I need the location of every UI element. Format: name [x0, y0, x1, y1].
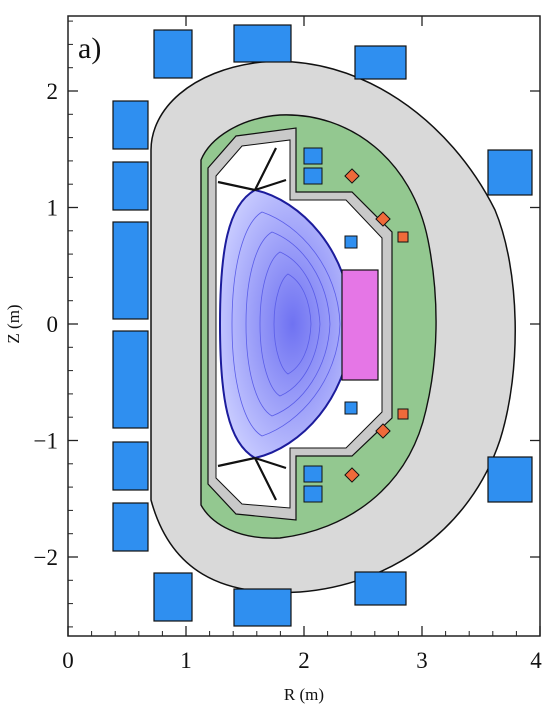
x-tick-label: 4	[530, 648, 542, 673]
x-tick-label: 0	[62, 648, 74, 673]
pf-coils	[153, 24, 533, 627]
pf-coil	[233, 588, 292, 627]
x-axis-label: R (m)	[284, 685, 324, 704]
cs-module	[112, 161, 149, 211]
cs-module	[112, 100, 149, 150]
y-axis-minor-ticks	[68, 20, 73, 628]
y-tick-label: −1	[34, 429, 58, 454]
y-axis-label: Z (m)	[4, 304, 23, 343]
divertor-coils-lower	[303, 465, 323, 503]
lower-divertor-legs	[217, 456, 287, 501]
in-vessel-coils	[344, 168, 409, 483]
cs-module	[112, 330, 149, 429]
y-tick-label: −2	[34, 545, 58, 570]
plasma	[217, 147, 354, 501]
divertor-coil	[303, 485, 323, 503]
control-coil-lower	[344, 401, 358, 415]
divertor-coil	[303, 167, 323, 185]
pf-coil	[153, 29, 193, 79]
in-vessel-coil	[397, 408, 409, 420]
in-vessel-coil	[344, 168, 360, 184]
rf-antenna	[341, 269, 379, 381]
y-axis-ticks	[68, 90, 540, 558]
pf-coil	[487, 456, 533, 503]
x-tick-label: 1	[180, 648, 192, 673]
x-axis-ticks	[67, 16, 541, 636]
divertor-coils-upper	[303, 147, 323, 185]
divertor-coil	[303, 465, 323, 483]
pf-coil	[153, 572, 193, 622]
x-tick-labels: 0 1 2 3 4	[62, 648, 542, 673]
x-tick-label: 3	[416, 648, 428, 673]
panel-label: a)	[78, 32, 101, 65]
control-coil-upper	[344, 235, 358, 249]
y-tick-label: 2	[47, 79, 59, 104]
flux-surface	[273, 273, 312, 375]
central-solenoid	[112, 100, 149, 552]
x-axis-minor-ticks	[91, 631, 517, 636]
pf-coil	[354, 571, 407, 606]
in-vessel-coil	[375, 211, 391, 227]
flux-surface	[231, 211, 341, 437]
y-tick-label: 0	[47, 312, 59, 337]
pf-coil	[233, 24, 292, 63]
divertor-coil	[303, 147, 323, 165]
device-drawing	[112, 24, 533, 627]
in-vessel-coil	[397, 231, 409, 243]
pf-coil	[487, 149, 533, 196]
cs-module	[112, 221, 149, 320]
y-tick-label: 1	[47, 196, 59, 221]
pf-coil	[354, 45, 407, 80]
y-tick-labels: 2 1 0 −1 −2	[34, 79, 58, 570]
in-vessel-coil	[375, 423, 391, 439]
cs-module	[112, 502, 149, 552]
flux-surface	[259, 251, 321, 397]
cs-module	[112, 441, 149, 491]
flux-surface	[245, 231, 331, 417]
in-vessel-coil	[344, 467, 360, 483]
x-tick-label: 2	[298, 648, 310, 673]
upper-divertor-legs	[217, 147, 287, 192]
